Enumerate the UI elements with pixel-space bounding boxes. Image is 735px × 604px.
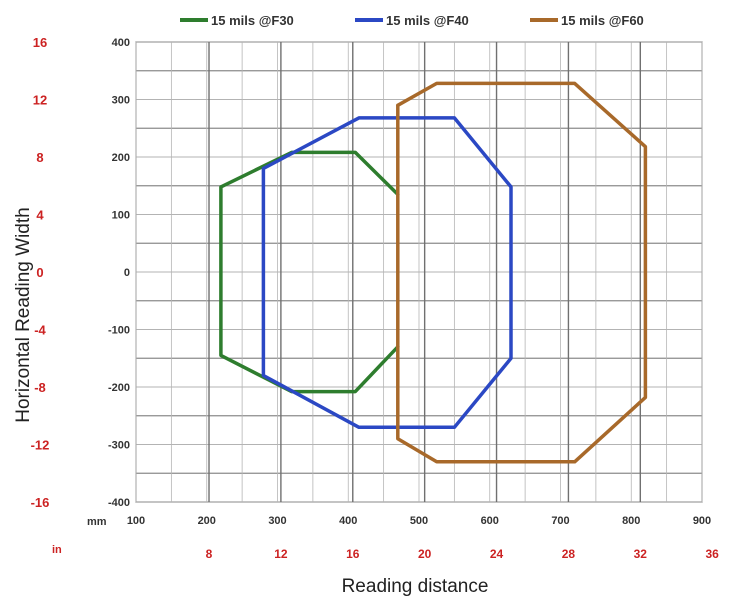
x-tick-label-mm: 100	[127, 515, 145, 527]
y-tick-label-in: -8	[34, 380, 46, 395]
y-tick-label-in: -4	[34, 323, 46, 338]
x-tick-label-in: 32	[634, 547, 648, 561]
legend-label-f30: 15 mils @F30	[211, 12, 294, 28]
y-tick-label-mm: 100	[112, 210, 130, 222]
x-tick-label-in: 36	[706, 547, 720, 561]
legend-label-f60: 15 mils @F60	[561, 12, 644, 28]
legend: 15 mils @F30 15 mils @F40 15 mils @F60	[170, 6, 710, 34]
x-tick-label-in: 8	[206, 547, 213, 561]
legend-item-f30: 15 mils @F30	[180, 10, 294, 30]
x-tick-label-in: 20	[418, 547, 432, 561]
y-axis-label: Horizontal Reading Width	[13, 207, 34, 423]
x-tick-label-mm: 300	[268, 515, 286, 527]
legend-item-f40: 15 mils @F40	[355, 10, 469, 30]
y-tick-label-mm: 400	[112, 37, 130, 49]
legend-item-f60: 15 mils @F60	[530, 10, 644, 30]
y-tick-label-mm: 0	[124, 267, 130, 279]
legend-swatch-f40	[355, 18, 383, 22]
legend-swatch-f60	[530, 18, 558, 22]
y-tick-label-in: 12	[33, 93, 47, 108]
series-line-1	[261, 116, 513, 430]
y-tick-label-mm: 200	[112, 152, 130, 164]
legend-swatch-f30	[180, 18, 208, 22]
x-tick-label-in: 16	[346, 547, 360, 561]
x-tick-label-mm: 700	[551, 515, 569, 527]
y-tick-label-mm: -100	[108, 325, 130, 337]
x-tick-label-mm: 900	[693, 515, 711, 527]
x-tick-label-in: 24	[490, 547, 504, 561]
series-line-0	[219, 150, 400, 394]
series-lines	[219, 81, 648, 464]
x-tick-label-mm: 400	[339, 515, 357, 527]
y-tick-label-mm: 300	[112, 95, 130, 107]
x-axis-label: Reading distance	[341, 576, 489, 597]
y-tick-label-in: 4	[36, 208, 44, 223]
x-unit-in: in	[52, 544, 62, 556]
x-tick-label-mm: 500	[410, 515, 428, 527]
y-tick-label-in: 0	[36, 265, 43, 280]
y-tick-label-in: 8	[36, 150, 43, 165]
y-tick-label-in: -16	[31, 495, 50, 510]
y-tick-label-in: 16	[33, 35, 47, 50]
x-tick-label-mm: 600	[481, 515, 499, 527]
tick-labels: 400 300 200 100 0 -100 -200 -300 -400 16 12 8 4 0 -4 -8…	[31, 35, 720, 561]
x-tick-label-in: 28	[562, 547, 576, 561]
y-tick-label-mm: -300	[108, 440, 130, 452]
y-tick-label-mm: -400	[108, 497, 130, 509]
x-tick-label-mm: 200	[198, 515, 216, 527]
series-line-2	[396, 81, 648, 464]
y-tick-label-mm: -200	[108, 382, 130, 394]
x-tick-label-in: 12	[274, 547, 288, 561]
legend-label-f40: 15 mils @F40	[386, 12, 469, 28]
x-tick-label-mm: 800	[622, 515, 640, 527]
x-unit-mm: mm	[87, 516, 107, 528]
y-tick-label-in: -12	[31, 438, 50, 453]
